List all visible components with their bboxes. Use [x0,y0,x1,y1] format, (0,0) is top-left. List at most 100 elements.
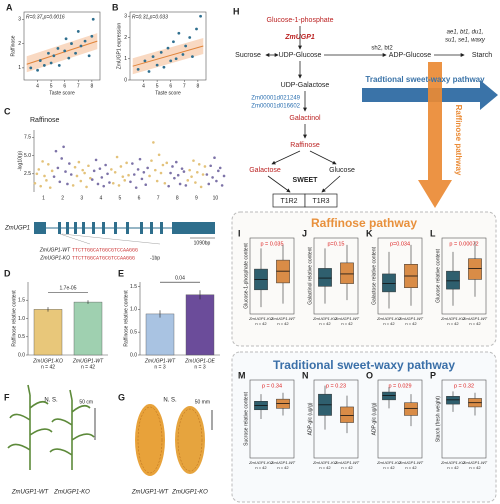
point [62,145,65,149]
x-tick-label: n = 42 [255,465,267,470]
x-tick-label: 7 [157,195,160,201]
point [172,40,175,44]
y-axis-label: ADP-glc (ug/g) [307,402,313,435]
point [37,168,41,171]
point [73,165,77,169]
panel-label: N [302,370,309,380]
y-tick-label: 2.5 [24,171,31,177]
point [29,66,33,70]
y-tick-label: 0.0 [18,352,25,358]
point [121,175,125,178]
point [58,180,62,184]
exon [172,222,215,234]
exon [102,222,105,234]
p-value: 1.7e-05 [60,286,77,292]
x-tick-label: n = 42 [447,321,459,326]
point [218,166,222,170]
receptor [304,193,338,208]
x-tick-label: n = 42 [405,465,417,470]
point [64,37,68,41]
point [38,59,42,62]
scale-label: 1090bp [194,240,211,246]
point [70,42,73,45]
raffinose-box [231,211,497,347]
annotation: R=0.31,p=0.033 [132,14,168,20]
sequence: TTCTTGGCATGCGTCCAAGGG [72,255,135,261]
point [113,171,117,174]
x-tick-label: 4 [99,195,102,201]
chart-title: Raffinose [30,117,60,124]
arrow [267,175,291,193]
point [192,159,195,162]
node: Glucose-1-phosphate [267,17,334,24]
panel-label: C [4,106,11,116]
x-tick-label: ZmUGP1-WT [270,460,296,465]
point [96,182,100,186]
panel-label: L [430,228,436,238]
x-tick-label: ZmUGP1-OE [184,358,215,364]
point [91,17,95,21]
plot-frame [313,237,359,315]
p-value: p = 0.23 [326,383,346,389]
y-tick-label: 1.5 [18,298,25,304]
point [111,181,115,185]
x-tick-label: ZmUGP1-KO [312,316,337,321]
panel-label: A [6,2,13,12]
point [178,182,182,186]
y-tick-label: 0.5 [18,334,25,340]
gene: ZmUGP1 [284,34,315,41]
point [60,157,63,160]
bar [73,301,103,356]
exon [150,222,153,234]
point [203,165,207,168]
caption: ZmUGP1-KO [53,490,90,496]
y-axis-label: Glucose relative content [435,249,441,303]
point [79,179,83,183]
point [87,54,91,58]
point [161,163,165,167]
point [42,64,46,67]
point [144,183,148,187]
point [102,184,106,188]
box [446,270,460,290]
y-tick-label: 1.0 [18,316,25,322]
node: Raffinose [290,142,320,149]
x-tick-label: 4 [142,83,145,89]
x-tick-label: 3 [80,195,83,201]
plant-photo [7,384,96,470]
panel-label: B [112,2,119,12]
y-tick-label: 7.5 [24,135,31,141]
point [151,55,155,59]
point [33,181,37,185]
point [75,174,79,178]
row-label: ZmUGP1-WT [39,247,71,253]
y-tick-label: 0.5 [130,330,137,336]
y-axis-label: Sucrose relative content [243,392,249,446]
point [110,168,113,171]
x-tick-label: ZmUGP1-WT [72,358,104,364]
arrow [321,175,341,193]
x-tick-label: ZmUGP1-WT [462,316,488,321]
arrow [271,150,301,165]
point [45,179,48,182]
point [147,70,151,73]
point [56,47,60,50]
caption: ZmUGP1-KO [171,490,208,496]
x-tick-label: 5 [156,83,159,89]
exon [126,222,129,234]
point [174,57,178,61]
y-axis-label: -log10(p) [17,151,23,171]
x-tick-label: ZmUGP1-KO [248,316,273,321]
point [43,174,46,178]
point [76,30,80,33]
point [52,175,56,178]
box [340,262,354,284]
plot-frame [313,379,359,459]
x-tick-label: ZmUGP1-KO [440,460,465,465]
point [81,168,85,172]
point [54,149,58,153]
arrow [309,150,337,165]
point [184,184,188,187]
gene: sh2, bt2 [371,46,393,52]
arrow-label: Raffinose pathway [454,105,463,176]
